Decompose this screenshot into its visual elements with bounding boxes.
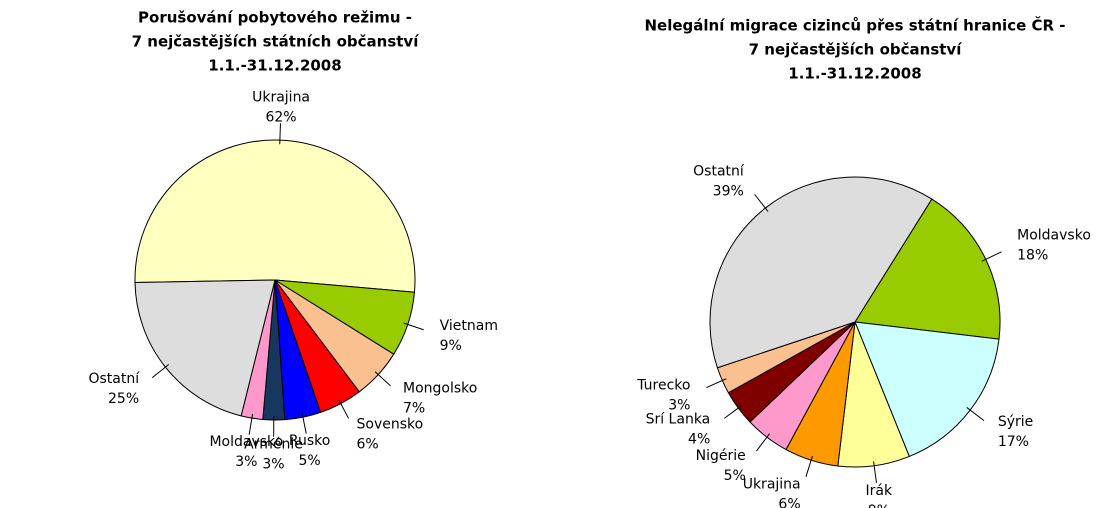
slice-label: Irák <box>865 483 892 499</box>
value-label: 3% <box>262 457 284 473</box>
slice-label: Mongolsko <box>403 380 477 396</box>
value-label: 6% <box>357 436 379 452</box>
leader-line <box>301 412 307 434</box>
slice-label: Moldavsko <box>1017 227 1091 243</box>
slice-label: Turecko <box>636 378 690 394</box>
value-label: 8% <box>868 503 890 508</box>
leader-line <box>755 433 770 452</box>
leader-line <box>374 371 391 387</box>
slice-label: Ostatní <box>88 371 140 387</box>
value-label: 25% <box>108 391 139 407</box>
chart-title: 1.1.-31.12.2008 <box>788 65 921 83</box>
leader-line <box>754 194 769 212</box>
slice-label: Arménie <box>244 437 303 453</box>
leader-line <box>279 123 281 145</box>
leader-line <box>151 364 170 379</box>
slice-label: Moldavsko <box>209 434 283 450</box>
slice-label: Ukrajina <box>743 476 801 492</box>
slice-label: Sýrie <box>998 414 1033 430</box>
slice-label: Sovensko <box>357 416 424 432</box>
leader-line <box>805 455 813 477</box>
pie-slice <box>134 139 416 293</box>
value-label: 18% <box>1017 247 1048 263</box>
value-label: 7% <box>403 400 425 416</box>
value-label: 4% <box>688 432 710 448</box>
chart-title: 1.1.-31.12.2008 <box>208 57 341 75</box>
value-label: 17% <box>998 434 1029 450</box>
value-label: 3% <box>668 398 690 414</box>
value-label: 6% <box>778 496 800 508</box>
chart-title: Nelegální migrace cizinců přes státní hr… <box>645 16 1066 35</box>
leader-line <box>403 322 424 331</box>
value-label: 3% <box>235 454 257 470</box>
chart-title: 7 nejčastějších občanství <box>749 41 963 59</box>
slice-label: Nigérie <box>696 448 746 464</box>
value-label: 39% <box>713 184 744 200</box>
slice-label: Vietnam <box>440 318 498 334</box>
slice-label: Rusko <box>289 433 330 449</box>
leader-line <box>966 407 985 422</box>
leader-line <box>981 251 1002 262</box>
slice-label: Ukrajina <box>252 90 310 106</box>
value-label: 62% <box>265 110 296 126</box>
chart-title: Porušování pobytového režimu - <box>138 9 412 27</box>
slice-label: Ostatní <box>693 164 745 180</box>
value-label: 9% <box>440 338 462 354</box>
chart-title: 7 nejčastějších státních občanství <box>132 33 420 51</box>
leader-line <box>873 461 877 484</box>
value-label: 5% <box>724 468 746 484</box>
leader-line <box>338 399 350 419</box>
slice-label: Srí Lanka <box>646 412 711 428</box>
leader-line <box>706 378 727 388</box>
leader-line <box>248 413 254 435</box>
leader-line <box>723 405 743 419</box>
value-label: 5% <box>299 453 321 469</box>
